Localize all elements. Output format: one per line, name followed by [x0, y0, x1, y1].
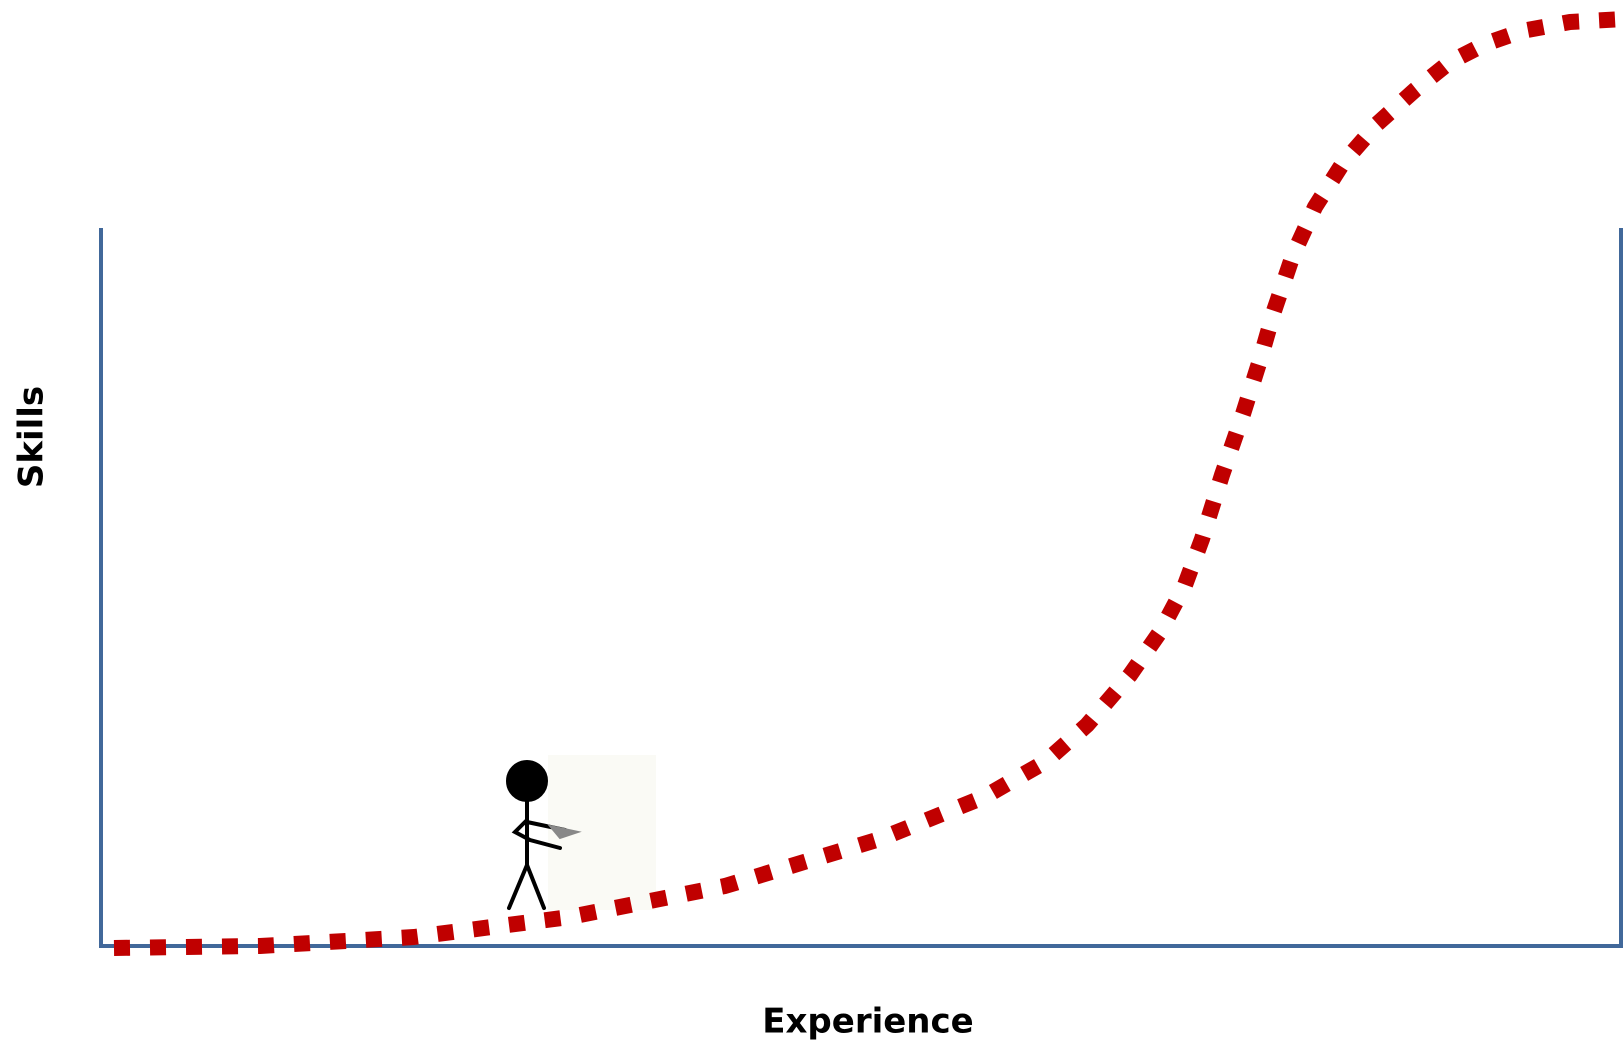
- y-axis-label: Skills: [12, 386, 52, 488]
- growth-curve: [113, 11, 1624, 956]
- x-axis-label: Experience: [762, 1002, 973, 1042]
- axis-frame: [99, 228, 1623, 948]
- stick-figure: [506, 755, 656, 910]
